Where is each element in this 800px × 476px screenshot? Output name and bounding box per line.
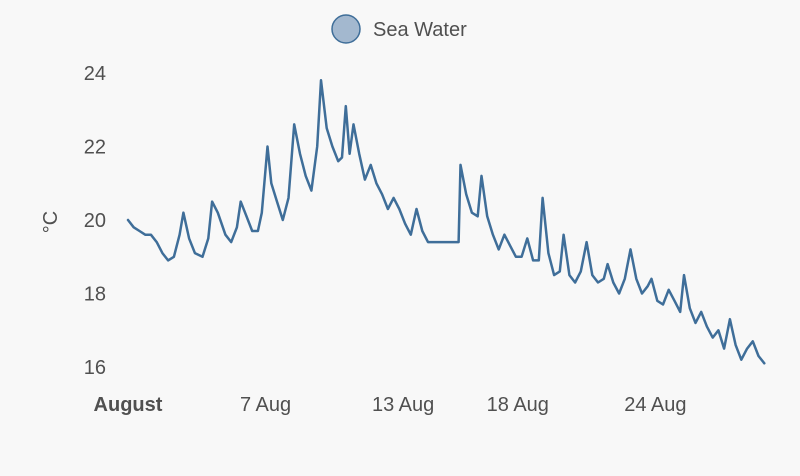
y-tick-label: 20 <box>84 210 106 232</box>
series-line-sea-water[interactable] <box>126 79 766 365</box>
x-tick-label: 13 Aug <box>372 394 434 416</box>
legend-label-sea-water: Sea Water <box>373 19 467 41</box>
x-tick-label: 24 Aug <box>624 394 686 416</box>
y-tick-label: 16 <box>84 357 106 379</box>
y-tick-label: 18 <box>84 284 106 306</box>
legend-marker-sea-water <box>331 14 361 44</box>
legend[interactable]: Sea Water <box>331 14 467 44</box>
y-axis-ticks: 16 18 20 22 24 <box>84 63 106 379</box>
x-axis-ticks: August 7 Aug 13 Aug 18 Aug 24 Aug <box>94 394 687 416</box>
y-tick-label: 22 <box>84 137 106 159</box>
x-tick-label: 18 Aug <box>487 394 549 416</box>
y-tick-label: 24 <box>84 63 106 85</box>
x-tick-label: August <box>94 394 163 416</box>
y-axis-title: °C <box>40 211 62 233</box>
x-tick-label: 7 Aug <box>240 394 291 416</box>
series-layer <box>126 79 766 365</box>
